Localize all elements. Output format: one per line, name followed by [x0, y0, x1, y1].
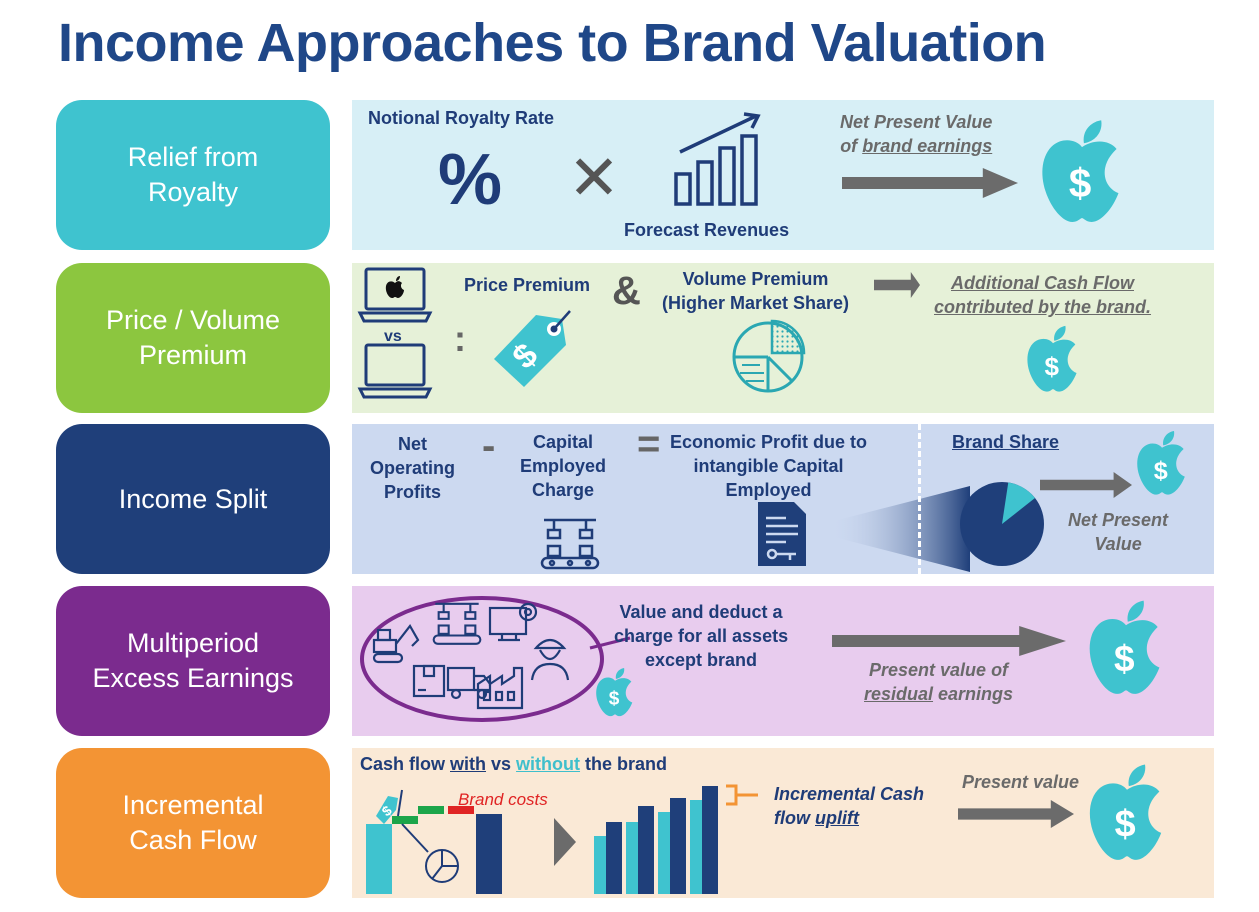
arrow-right-icon — [958, 800, 1074, 828]
page-title: Income Approaches to Brand Valuation — [58, 13, 1047, 73]
apple-dollar-icon — [1027, 325, 1077, 392]
cash-flow-title-with: with — [450, 754, 487, 774]
relief-from-royalty-panel: Notional Royalty Rate % ✕ Forecast Reven… — [352, 100, 1214, 250]
cash-flow-title-vs: vs — [486, 754, 517, 774]
npv-line2-prefix: of — [840, 136, 863, 156]
section-divider — [918, 424, 921, 574]
volume-premium-label: Volume Premium (Higher Market Share) — [662, 269, 850, 313]
ampersand-symbol: & — [612, 269, 641, 313]
conveyor-icon — [540, 518, 600, 570]
apple-dollar-icon — [1089, 764, 1162, 860]
pv-rest: earnings — [933, 684, 1014, 704]
npv-line1: Net Present Value — [840, 112, 993, 132]
incremental-line2-underlined: uplift — [815, 808, 859, 828]
colon-symbol: : — [454, 318, 466, 359]
brand-costs-waterfall: $ — [366, 789, 502, 894]
vs-label: vs — [384, 328, 402, 345]
laptop-icon — [357, 267, 433, 323]
assets-ellipse — [360, 596, 604, 722]
apple-dollar-icon — [1089, 600, 1160, 694]
factory-icon — [476, 666, 524, 710]
price-tag-icon: $ — [494, 310, 571, 387]
brand-share-pie — [960, 482, 1044, 566]
apple-dollar-icon — [596, 668, 633, 717]
price-volume-premium-panel: vs : Price Premium & $ Volume Premium (H… — [352, 263, 1214, 413]
economic-profit-label: Economic Profit due to intangible Capita… — [670, 432, 868, 500]
npv-brand-earnings-label: Net Present Value of brand earnings — [840, 110, 992, 158]
incremental-cash-flow-label: Incremental Cash flow uplift — [774, 782, 924, 830]
net-operating-profits-label: Net Operating Profits — [370, 434, 456, 502]
arrow-right-icon — [842, 168, 1018, 198]
apple-dollar-icon — [1137, 431, 1185, 495]
incremental-line1: Incremental Cash — [774, 784, 925, 804]
row-label-price-volume-premium: Price / Volume Premium — [56, 263, 330, 413]
minus-symbol: - — [482, 424, 496, 468]
npv-line2-underlined: brand earnings — [862, 136, 993, 156]
apple-dollar-icon — [1042, 120, 1119, 222]
conveyor-icon — [432, 602, 482, 645]
net-present-value-label: Net Present Value — [1068, 510, 1169, 554]
royalty-rate-label: Notional Royalty Rate — [368, 108, 555, 128]
brand-share-beam — [830, 486, 970, 572]
equals-symbol: = — [637, 422, 661, 466]
pie-chart-icon — [732, 319, 806, 393]
present-value-residual-label: Present value of residual earnings — [864, 658, 1013, 706]
percent-icon: % — [438, 140, 503, 220]
truck-icon — [446, 666, 492, 700]
document-icon — [758, 502, 806, 566]
incremental-cash-flow-panel: Cash flow with vs without the brand $ Br… — [352, 748, 1214, 898]
brand-share-label: Brand Share — [952, 432, 1060, 452]
forecast-revenues-label: Forecast Revenues — [624, 220, 790, 240]
value-and-deduct-label: Value and deduct a charge for all assets… — [614, 602, 789, 670]
box-icon — [412, 664, 446, 698]
pv-line1: Present value of — [869, 660, 1009, 680]
cash-flow-title-part1: Cash flow — [360, 754, 451, 774]
additional-cash-flow-label: Additional Cash Flow contributed by the … — [934, 273, 1152, 317]
laptop-icon — [357, 343, 433, 399]
price-premium-label: Price Premium — [464, 275, 591, 295]
uplift-bracket — [726, 784, 758, 806]
arrow-right-icon — [1040, 472, 1132, 498]
capital-employed-charge-label: Capital Employed Charge — [520, 432, 607, 500]
times-icon: ✕ — [568, 144, 620, 213]
incremental-line2-prefix: flow — [774, 808, 815, 828]
excavator-icon — [372, 624, 420, 664]
brand-costs-label: Brand costs — [458, 790, 548, 809]
row-label-relief-from-royalty: Relief from Royalty — [56, 100, 330, 250]
with-without-bars — [594, 786, 718, 894]
pv-underlined: residual — [864, 684, 934, 704]
callout-line — [589, 636, 631, 650]
triangle-arrow-icon — [554, 818, 576, 866]
arrow-right-icon — [874, 272, 920, 298]
row-label-multiperiod-excess-earnings: Multiperiod Excess Earnings — [56, 586, 330, 736]
cash-flow-title-without: without — [516, 754, 581, 774]
multiperiod-excess-earnings-panel: Value and deduct a charge for all assets… — [352, 586, 1214, 736]
row-label-income-split: Income Split — [56, 424, 330, 574]
cash-flow-title: Cash flow with vs without the brand — [360, 752, 667, 776]
income-split-panel: Net Operating Profits - Capital Employed… — [352, 424, 1214, 574]
bar-growth-icon — [674, 112, 761, 206]
present-value-label: Present value — [962, 772, 1080, 792]
cash-flow-title-end: the brand — [580, 754, 668, 774]
row-label-incremental-cash-flow: Incremental Cash Flow — [56, 748, 330, 898]
worker-icon — [530, 638, 570, 681]
pie-slice-brand-share — [1002, 482, 1036, 524]
computer-gear-icon — [488, 602, 538, 642]
arrow-right-icon — [832, 626, 1066, 656]
